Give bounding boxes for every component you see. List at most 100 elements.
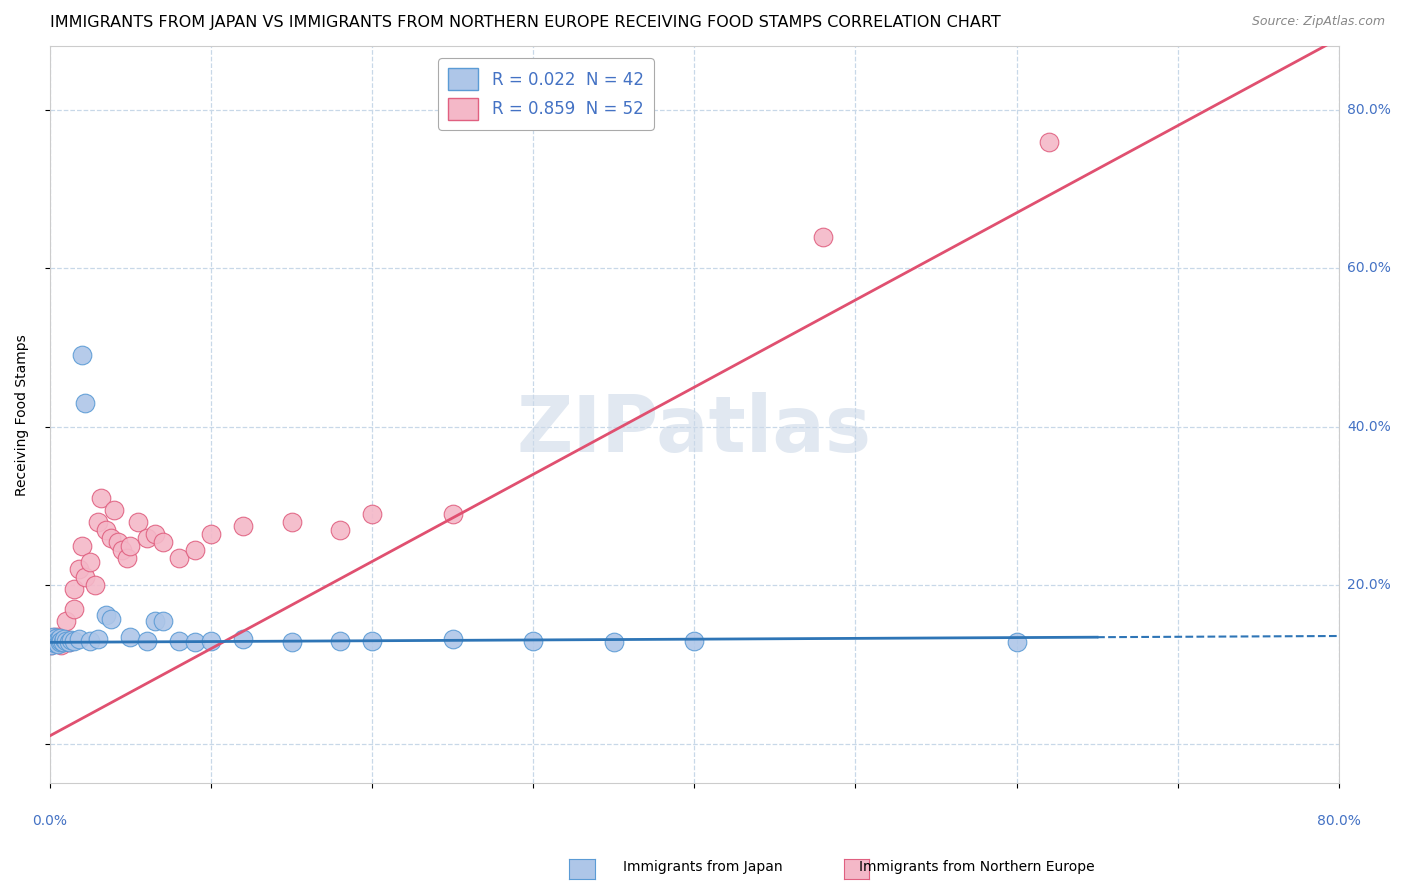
Point — [184, 635, 207, 649]
Point — [90, 491, 112, 505]
Point — [45, 635, 67, 649]
Point — [200, 526, 222, 541]
Point — [135, 633, 157, 648]
Point — [280, 635, 302, 649]
Point — [58, 633, 80, 648]
Point — [280, 515, 302, 529]
Text: Immigrants from Japan: Immigrants from Japan — [623, 860, 783, 874]
Point — [44, 632, 66, 647]
Point — [67, 562, 90, 576]
Point — [55, 633, 77, 648]
Text: ZIPatlas: ZIPatlas — [517, 392, 872, 467]
Point — [152, 614, 174, 628]
Point — [184, 542, 207, 557]
Point — [53, 632, 76, 647]
Point — [120, 630, 142, 644]
Point — [52, 632, 75, 647]
Point — [87, 632, 110, 647]
Point — [232, 519, 254, 533]
Text: 80.0%: 80.0% — [1317, 814, 1361, 828]
Point — [1038, 135, 1060, 149]
Point — [45, 635, 67, 649]
Point — [143, 526, 166, 541]
Point — [58, 635, 80, 649]
Point — [52, 634, 75, 648]
Point — [522, 633, 544, 648]
Text: Source: ZipAtlas.com: Source: ZipAtlas.com — [1251, 15, 1385, 28]
Text: 60.0%: 60.0% — [1347, 261, 1391, 276]
Point — [44, 632, 66, 647]
Point — [59, 632, 82, 647]
Point — [49, 632, 72, 647]
Point — [84, 578, 107, 592]
Point — [63, 633, 86, 648]
Point — [79, 633, 101, 648]
Point — [42, 630, 65, 644]
Point — [45, 633, 67, 648]
Point — [70, 349, 93, 363]
Point — [75, 570, 97, 584]
Legend: R = 0.022  N = 42, R = 0.859  N = 52: R = 0.022 N = 42, R = 0.859 N = 52 — [439, 59, 654, 129]
Point — [46, 632, 69, 647]
Point — [87, 515, 110, 529]
Point — [1005, 635, 1028, 649]
Point — [120, 539, 142, 553]
Text: Immigrants from Northern Europe: Immigrants from Northern Europe — [859, 860, 1095, 874]
Point — [96, 523, 118, 537]
Point — [200, 633, 222, 648]
Point — [41, 633, 63, 648]
Point — [42, 635, 65, 649]
Point — [42, 633, 65, 648]
Y-axis label: Receiving Food Stamps: Receiving Food Stamps — [15, 334, 30, 496]
Point — [52, 635, 75, 649]
Point — [361, 507, 384, 521]
Point — [811, 229, 834, 244]
Point — [100, 611, 122, 625]
Point — [63, 582, 86, 597]
Text: 0.0%: 0.0% — [32, 814, 67, 828]
Point — [41, 638, 63, 652]
Point — [167, 550, 190, 565]
Point — [48, 631, 70, 645]
Point — [49, 638, 72, 652]
Point — [115, 550, 138, 565]
Point — [46, 637, 69, 651]
Point — [603, 635, 626, 649]
Point — [329, 633, 352, 648]
Point — [107, 534, 129, 549]
Point — [41, 638, 63, 652]
Point — [79, 554, 101, 568]
Point — [44, 635, 66, 649]
Point — [42, 636, 65, 650]
Point — [49, 633, 72, 648]
Point — [46, 632, 69, 647]
Point — [48, 635, 70, 649]
Point — [45, 632, 67, 646]
Point — [135, 531, 157, 545]
Point — [111, 542, 134, 557]
Point — [96, 608, 118, 623]
Point — [70, 539, 93, 553]
Text: 20.0%: 20.0% — [1347, 578, 1391, 592]
Point — [55, 614, 77, 628]
Point — [44, 630, 66, 644]
Point — [75, 396, 97, 410]
Point — [441, 632, 464, 647]
Point — [48, 633, 70, 648]
Text: 40.0%: 40.0% — [1347, 420, 1391, 434]
Point — [48, 635, 70, 649]
Point — [232, 632, 254, 647]
Point — [143, 614, 166, 628]
Point — [67, 632, 90, 647]
Point — [127, 515, 149, 529]
Point — [55, 632, 77, 647]
Point — [46, 630, 69, 644]
Point — [361, 633, 384, 648]
Point — [100, 531, 122, 545]
Point — [58, 635, 80, 649]
Point — [329, 523, 352, 537]
Point — [41, 635, 63, 649]
Point — [441, 507, 464, 521]
Point — [53, 633, 76, 648]
Point — [167, 633, 190, 648]
